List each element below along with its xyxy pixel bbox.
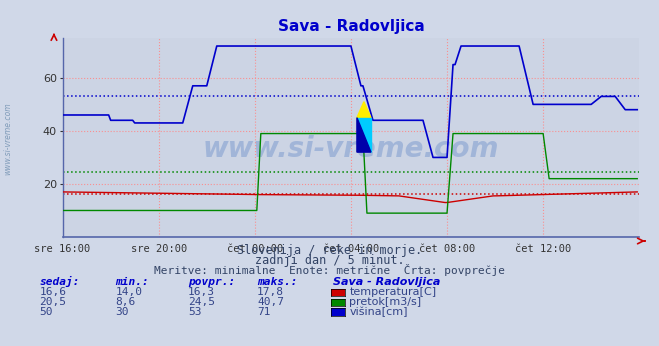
Text: www.si-vreme.com: www.si-vreme.com <box>203 136 499 163</box>
Text: sre 20:00: sre 20:00 <box>130 244 187 254</box>
Text: 20,5: 20,5 <box>40 297 67 307</box>
Text: www.si-vreme.com: www.si-vreme.com <box>3 102 13 175</box>
Text: Meritve: minimalne  Enote: metrične  Črta: povprečje: Meritve: minimalne Enote: metrične Črta:… <box>154 264 505 276</box>
Polygon shape <box>357 102 371 118</box>
Polygon shape <box>357 118 371 152</box>
Text: 50: 50 <box>40 307 53 317</box>
Text: 16,6: 16,6 <box>40 287 67 297</box>
Text: maks.:: maks.: <box>257 277 297 288</box>
Text: min.:: min.: <box>115 277 149 288</box>
Text: 40,7: 40,7 <box>257 297 284 307</box>
Text: 16,3: 16,3 <box>188 287 215 297</box>
Title: Sava - Radovljica: Sava - Radovljica <box>277 19 424 34</box>
Text: 24,5: 24,5 <box>188 297 215 307</box>
Text: Sava - Radovljica: Sava - Radovljica <box>333 277 440 288</box>
Text: povpr.:: povpr.: <box>188 277 235 288</box>
Text: sedaj:: sedaj: <box>40 276 80 288</box>
Text: sre 16:00: sre 16:00 <box>34 244 91 254</box>
Text: Slovenija / reke in morje.: Slovenija / reke in morje. <box>237 244 422 257</box>
Text: čet 00:00: čet 00:00 <box>227 244 283 254</box>
Text: čet 12:00: čet 12:00 <box>515 244 571 254</box>
Text: 14,0: 14,0 <box>115 287 142 297</box>
Text: višina[cm]: višina[cm] <box>349 307 408 317</box>
Text: 17,8: 17,8 <box>257 287 284 297</box>
Polygon shape <box>357 118 371 152</box>
Text: zadnji dan / 5 minut.: zadnji dan / 5 minut. <box>254 254 405 267</box>
Text: čet 08:00: čet 08:00 <box>419 244 475 254</box>
Text: 8,6: 8,6 <box>115 297 136 307</box>
Text: 30: 30 <box>115 307 129 317</box>
Text: 53: 53 <box>188 307 201 317</box>
Text: temperatura[C]: temperatura[C] <box>349 287 436 297</box>
Text: čet 04:00: čet 04:00 <box>323 244 379 254</box>
Text: 71: 71 <box>257 307 270 317</box>
Text: pretok[m3/s]: pretok[m3/s] <box>349 297 421 307</box>
